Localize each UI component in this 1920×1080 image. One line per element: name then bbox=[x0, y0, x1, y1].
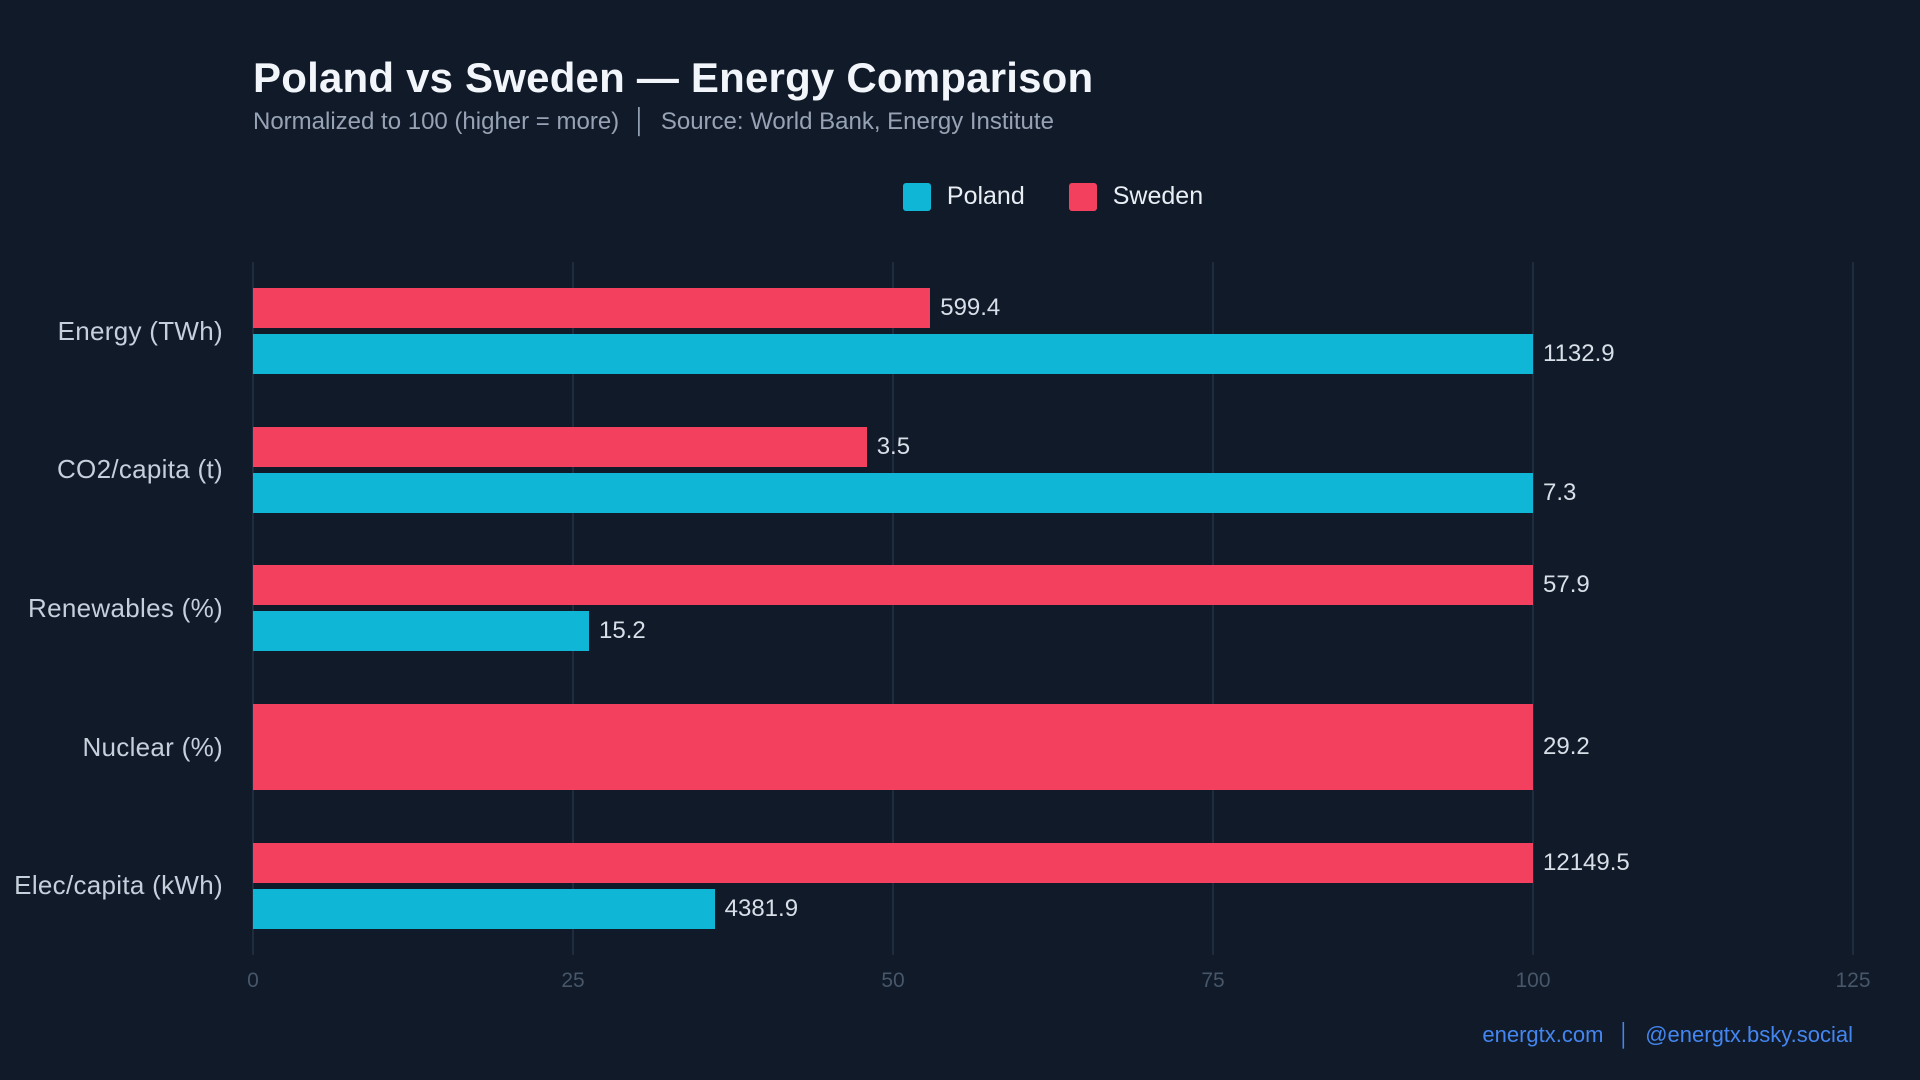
bar-poland-renewables bbox=[253, 611, 590, 652]
x-tick-label-125: 125 bbox=[1835, 969, 1871, 992]
bar-line-sweden-nuclear: 29.2 bbox=[253, 704, 1853, 791]
bar-line-poland-energy-twh: 1132.9 bbox=[253, 334, 1853, 375]
bar-value-sweden-elec-capita-kwh: 12149.5 bbox=[1543, 848, 1630, 876]
bar-value-sweden-renewables: 57.9 bbox=[1543, 571, 1590, 599]
category-label-nuclear: Nuclear (%) bbox=[82, 731, 223, 762]
footer: energtx.com │ @energtx.bsky.social bbox=[1482, 1022, 1853, 1048]
bar-sweden-renewables bbox=[253, 565, 1533, 606]
bar-group-renewables: 57.9 15.2 bbox=[253, 565, 1853, 652]
row-co2-capita-t: 3.5 7.3 bbox=[253, 401, 1853, 540]
bar-group-nuclear: 29.2 bbox=[253, 704, 1853, 791]
poland-swatch-icon bbox=[902, 182, 931, 211]
row-energy-twh: 599.4 1132.9 bbox=[253, 262, 1853, 401]
bar-value-sweden-energy-twh: 599.4 bbox=[940, 294, 1001, 322]
x-axis: 0 25 50 75 100 125 bbox=[247, 955, 1870, 1015]
bar-value-sweden-nuclear: 29.2 bbox=[1543, 733, 1590, 761]
bar-value-poland-renewables: 15.2 bbox=[599, 617, 646, 645]
gridline-0 bbox=[252, 262, 254, 955]
bar-value-poland-energy-twh: 1132.9 bbox=[1543, 340, 1615, 368]
footer-site-link[interactable]: energtx.com bbox=[1482, 1022, 1604, 1047]
bar-line-poland-elec-capita-kwh: 4381.9 bbox=[253, 888, 1853, 929]
legend-item-poland: Poland bbox=[902, 182, 1025, 211]
x-tick-label-50: 50 bbox=[881, 969, 905, 992]
legend-label-poland: Poland bbox=[946, 182, 1025, 210]
gridline-100 bbox=[1532, 262, 1534, 955]
x-tick-label-100: 100 bbox=[1515, 969, 1551, 992]
sweden-swatch-icon bbox=[1068, 182, 1097, 211]
bar-sweden-elec-capita-kwh bbox=[253, 842, 1533, 883]
x-tick-label-25: 25 bbox=[561, 969, 585, 992]
legend: Poland Sweden bbox=[253, 182, 1853, 211]
chart-subtitle: Normalized to 100 (higher = more) │ Sour… bbox=[253, 108, 1054, 135]
bar-group-co2-capita-t: 3.5 7.3 bbox=[253, 426, 1853, 513]
bar-sweden-co2-capita-t bbox=[253, 426, 867, 467]
bar-line-sweden-renewables: 57.9 bbox=[253, 565, 1853, 606]
bar-poland-energy-twh bbox=[253, 334, 1533, 375]
gridline-75 bbox=[1212, 262, 1214, 955]
bar-group-energy-twh: 599.4 1132.9 bbox=[253, 288, 1853, 375]
bar-sweden-energy-twh bbox=[253, 288, 931, 329]
category-axis: Energy (TWh) CO2/capita (t) Renewables (%)… bbox=[0, 262, 237, 955]
legend-item-sweden: Sweden bbox=[1068, 182, 1204, 211]
footer-separator: │ bbox=[1617, 1022, 1632, 1047]
footer-handle-link[interactable]: @energtx.bsky.social bbox=[1645, 1022, 1853, 1047]
bar-group-elec-capita-kwh: 12149.5 4381.9 bbox=[253, 842, 1853, 929]
category-label-elec-capita-kwh: Elec/capita (kWh) bbox=[14, 870, 223, 901]
plot-area: 599.4 1132.9 3.5 7.3 57.9 15.2 29.2 12149.5 4381… bbox=[252, 262, 1854, 955]
gridline-25 bbox=[572, 262, 574, 955]
bar-line-sweden-co2-capita-t: 3.5 bbox=[253, 426, 1853, 467]
bar-value-poland-co2-capita-t: 7.3 bbox=[1543, 478, 1577, 506]
bar-value-poland-elec-capita-kwh: 4381.9 bbox=[724, 894, 799, 922]
gridline-125 bbox=[1852, 262, 1854, 955]
bar-line-sweden-elec-capita-kwh: 12149.5 bbox=[253, 842, 1853, 883]
chart-title: Poland vs Sweden — Energy Comparison bbox=[253, 54, 1094, 101]
gridline-50 bbox=[892, 262, 894, 955]
bar-line-sweden-energy-twh: 599.4 bbox=[253, 288, 1853, 329]
category-label-co2-capita-t: CO2/capita (t) bbox=[56, 454, 223, 485]
bar-line-poland-renewables: 15.2 bbox=[253, 611, 1853, 652]
bar-value-sweden-co2-capita-t: 3.5 bbox=[876, 432, 911, 460]
bar-poland-elec-capita-kwh bbox=[253, 888, 715, 929]
category-label-renewables: Renewables (%) bbox=[28, 592, 223, 623]
row-elec-capita-kwh: 12149.5 4381.9 bbox=[253, 816, 1853, 955]
bar-line-poland-co2-capita-t: 7.3 bbox=[253, 472, 1853, 513]
bar-sweden-nuclear bbox=[253, 704, 1533, 791]
row-renewables: 57.9 15.2 bbox=[253, 539, 1853, 678]
category-label-energy-twh: Energy (TWh) bbox=[57, 315, 223, 346]
row-nuclear: 29.2 bbox=[253, 678, 1853, 817]
legend-label-sweden: Sweden bbox=[1112, 182, 1204, 210]
x-tick-label-0: 0 bbox=[247, 969, 259, 992]
bar-poland-co2-capita-t bbox=[253, 472, 1533, 513]
x-tick-label-75: 75 bbox=[1201, 969, 1225, 992]
